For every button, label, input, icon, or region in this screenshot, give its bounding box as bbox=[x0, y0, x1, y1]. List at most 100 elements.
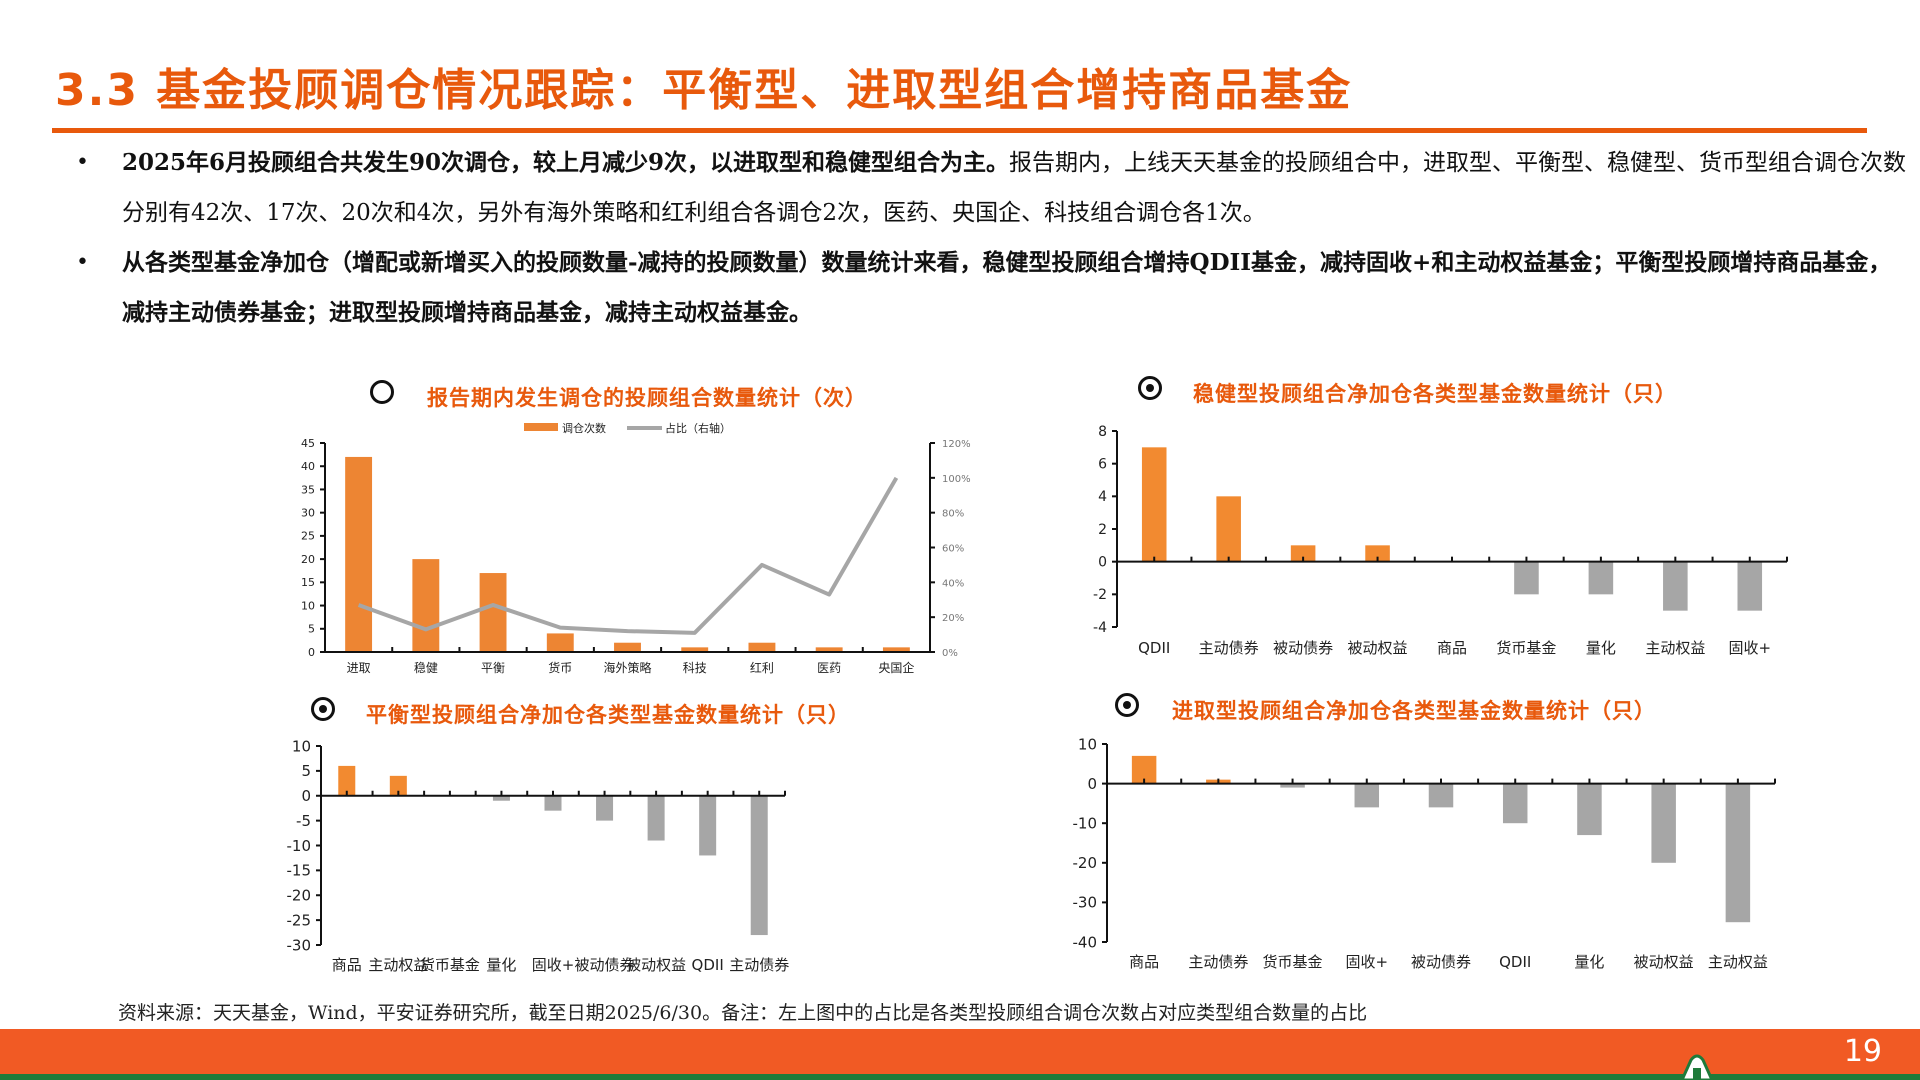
svg-text:-5: -5 bbox=[296, 812, 311, 830]
svg-text:10: 10 bbox=[1078, 735, 1097, 753]
bullet-dot-icon: • bbox=[76, 250, 89, 275]
svg-text:100%: 100% bbox=[942, 474, 971, 485]
svg-text:QDII: QDII bbox=[692, 956, 724, 974]
svg-text:-25: -25 bbox=[287, 911, 312, 929]
svg-text:20: 20 bbox=[301, 553, 315, 566]
svg-text:20%: 20% bbox=[942, 613, 964, 624]
svg-text:被动债券: 被动债券 bbox=[1273, 639, 1333, 657]
svg-text:-2: -2 bbox=[1093, 587, 1107, 603]
svg-text:60%: 60% bbox=[942, 544, 964, 555]
svg-text:被动权益: 被动权益 bbox=[1348, 639, 1408, 657]
svg-text:平衡: 平衡 bbox=[481, 661, 505, 675]
svg-text:占比（右轴）: 占比（右轴） bbox=[665, 421, 731, 435]
svg-text:-20: -20 bbox=[287, 887, 312, 905]
page-title: 3.3 基金投顾调仓情况跟踪：平衡型、进取型组合增持商品基金 bbox=[55, 65, 1353, 116]
summary-bullets: • 2025年6月投顾组合共发生90次调仓，较上月减少9次，以进取型和稳健型组合… bbox=[70, 138, 1910, 338]
svg-text:25: 25 bbox=[301, 530, 315, 543]
svg-text:稳健: 稳健 bbox=[414, 660, 438, 675]
page-number: 19 bbox=[1843, 1034, 1882, 1069]
svg-text:主动权益: 主动权益 bbox=[368, 956, 428, 974]
svg-text:-15: -15 bbox=[287, 862, 312, 880]
svg-text:货币基金: 货币基金 bbox=[1263, 953, 1323, 971]
svg-text:被动权益: 被动权益 bbox=[626, 956, 686, 974]
svg-text:调仓次数: 调仓次数 bbox=[562, 421, 606, 435]
filled-circle-icon bbox=[311, 697, 335, 721]
svg-text:央国企: 央国企 bbox=[878, 660, 914, 675]
svg-text:科技: 科技 bbox=[683, 661, 707, 675]
svg-text:被动权益: 被动权益 bbox=[1634, 953, 1694, 971]
svg-text:45: 45 bbox=[301, 437, 315, 450]
svg-text:固收+: 固收+ bbox=[1728, 639, 1771, 657]
svg-text:30: 30 bbox=[301, 507, 315, 520]
filled-circle-icon bbox=[1138, 376, 1162, 400]
svg-text:35: 35 bbox=[301, 483, 315, 496]
svg-text:15: 15 bbox=[301, 576, 315, 589]
footer-divider bbox=[0, 1074, 1920, 1080]
svg-text:-30: -30 bbox=[287, 936, 312, 954]
svg-text:5: 5 bbox=[301, 762, 311, 780]
chart-title: 报告期内发生调仓的投顾组合数量统计（次） bbox=[427, 386, 867, 410]
svg-text:海外策略: 海外策略 bbox=[603, 660, 651, 675]
svg-text:被动债券: 被动债券 bbox=[1411, 953, 1471, 971]
bullet-text: 报告期内，上线天天基金的投顾组合中，进取型、平衡型、稳健型、货币型组合调仓次数分… bbox=[122, 150, 1907, 226]
svg-text:80%: 80% bbox=[942, 509, 964, 520]
filled-circle-icon bbox=[1115, 693, 1139, 717]
source-note: 资料来源：天天基金，Wind，平安证券研究所，截至日期2025/6/30。备注：… bbox=[118, 1002, 1368, 1024]
svg-text:2: 2 bbox=[1098, 522, 1107, 538]
svg-text:8: 8 bbox=[1098, 424, 1107, 440]
chart-title: 进取型投顾组合净加仓各类型基金数量统计（只） bbox=[1172, 699, 1656, 723]
svg-text:商品: 商品 bbox=[1129, 953, 1159, 971]
svg-text:红利: 红利 bbox=[750, 660, 774, 675]
open-circle-icon bbox=[370, 380, 394, 404]
svg-text:主动权益: 主动权益 bbox=[1708, 953, 1768, 971]
svg-text:量化: 量化 bbox=[486, 956, 516, 974]
svg-text:QDII: QDII bbox=[1138, 639, 1170, 657]
company-logo-icon bbox=[1680, 1054, 1714, 1080]
svg-text:0: 0 bbox=[1098, 555, 1107, 571]
bullet-bold-text: 2025年6月投顾组合共发生90次调仓，较上月减少9次，以进取型和稳健型组合为主… bbox=[122, 149, 1010, 176]
svg-text:5: 5 bbox=[308, 623, 315, 636]
svg-text:固收+: 固收+ bbox=[1345, 953, 1388, 971]
chart-title: 稳健型投顾组合净加仓各类型基金数量统计（只） bbox=[1193, 382, 1677, 406]
bullet-dot-icon: • bbox=[76, 150, 89, 175]
svg-text:医药: 医药 bbox=[817, 661, 841, 675]
svg-text:主动债券: 主动债券 bbox=[1188, 953, 1248, 971]
chart-title: 平衡型投顾组合净加仓各类型基金数量统计（只） bbox=[366, 703, 850, 727]
svg-text:主动权益: 主动权益 bbox=[1645, 639, 1705, 657]
svg-text:被动债券: 被动债券 bbox=[575, 956, 635, 974]
svg-text:固收+: 固收+ bbox=[532, 956, 575, 974]
svg-text:-10: -10 bbox=[287, 837, 312, 855]
svg-text:120%: 120% bbox=[942, 439, 971, 450]
svg-text:0: 0 bbox=[308, 646, 315, 659]
svg-text:40%: 40% bbox=[942, 578, 964, 589]
svg-text:主动债券: 主动债券 bbox=[729, 956, 789, 974]
svg-text:0%: 0% bbox=[942, 648, 958, 659]
svg-text:商品: 商品 bbox=[332, 956, 362, 974]
svg-text:主动债券: 主动债券 bbox=[1199, 639, 1259, 657]
bullet-bold-text: 从各类型基金净加仓（增配或新增买入的投顾数量-减持的投顾数量）数量统计来看，稳健… bbox=[122, 249, 1892, 326]
svg-text:-10: -10 bbox=[1073, 814, 1098, 832]
svg-text:商品: 商品 bbox=[1437, 639, 1467, 657]
svg-text:QDII: QDII bbox=[1499, 953, 1531, 971]
svg-text:10: 10 bbox=[301, 599, 315, 612]
svg-text:4: 4 bbox=[1098, 489, 1107, 505]
svg-text:-4: -4 bbox=[1093, 620, 1107, 636]
svg-text:量化: 量化 bbox=[1574, 953, 1604, 971]
svg-text:-30: -30 bbox=[1073, 894, 1098, 912]
svg-text:进取: 进取 bbox=[347, 661, 371, 675]
svg-text:10: 10 bbox=[292, 737, 311, 755]
bullet-item: • 从各类型基金净加仓（增配或新增买入的投顾数量-减持的投顾数量）数量统计来看，… bbox=[70, 238, 1910, 338]
svg-text:货币基金: 货币基金 bbox=[1496, 639, 1556, 657]
svg-text:6: 6 bbox=[1098, 457, 1107, 473]
svg-text:货币: 货币 bbox=[548, 660, 572, 675]
svg-text:-20: -20 bbox=[1073, 854, 1098, 872]
bullet-item: • 2025年6月投顾组合共发生90次调仓，较上月减少9次，以进取型和稳健型组合… bbox=[70, 138, 1910, 238]
title-divider bbox=[52, 128, 1867, 133]
svg-text:0: 0 bbox=[301, 787, 311, 805]
svg-text:40: 40 bbox=[301, 460, 315, 473]
svg-text:货币基金: 货币基金 bbox=[420, 956, 480, 974]
footer-bar bbox=[0, 1029, 1920, 1074]
svg-text:-40: -40 bbox=[1073, 933, 1098, 951]
svg-text:0: 0 bbox=[1087, 775, 1097, 793]
svg-text:量化: 量化 bbox=[1586, 639, 1616, 657]
